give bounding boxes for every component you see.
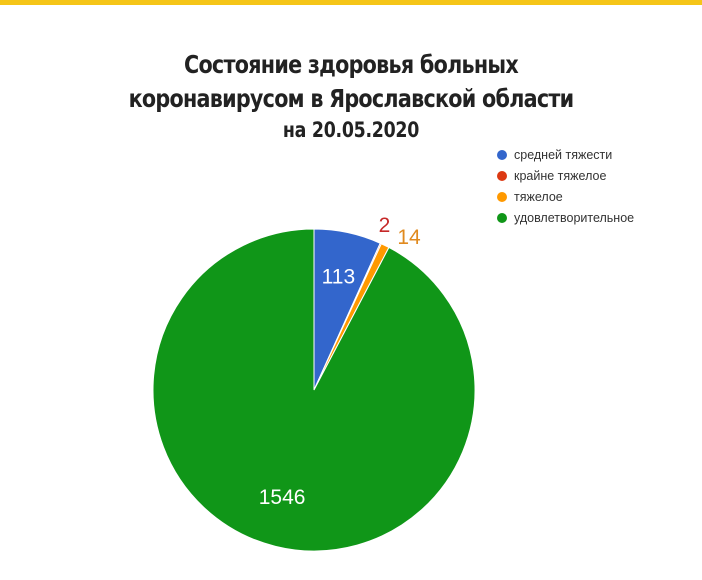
top-accent-bar (0, 0, 702, 5)
pie-label-satisfactory: 1546 (259, 486, 306, 509)
legend-item-satisfactory: удовлетворительное (497, 207, 634, 228)
chart-title-line-1: Состояние здоровья больных (184, 50, 519, 79)
legend-swatch (497, 170, 507, 181)
pie-label-severe: 14 (397, 226, 421, 249)
chart-legend: средней тяжести крайне тяжелое тяжелое у… (497, 144, 634, 228)
legend-label: тяжелое (514, 189, 563, 204)
legend-swatch (497, 212, 507, 223)
legend-swatch (497, 149, 507, 160)
pie-slices (152, 228, 476, 552)
chart-title-line-2: коронавирусом в Ярославской области (128, 84, 575, 113)
chart-title: Состояние здоровья больных коронавирусом… (0, 52, 702, 150)
legend-label: крайне тяжелое (514, 168, 607, 183)
legend-label: средней тяжести (514, 147, 613, 162)
legend-item-moderate: средней тяжести (497, 144, 634, 165)
pie-labels: 113 2 14 1546 (259, 214, 421, 509)
pie-slice-satisfactory (152, 228, 476, 552)
pie-label-moderate: 113 (322, 266, 355, 289)
chart-subtitle: на 20.05.2020 (282, 118, 420, 142)
legend-item-severe: тяжелое (497, 186, 634, 207)
legend-item-critical: крайне тяжелое (497, 165, 634, 186)
pie-label-critical: 2 (379, 214, 391, 237)
legend-label: удовлетворительное (514, 210, 635, 225)
legend-swatch (497, 191, 507, 202)
